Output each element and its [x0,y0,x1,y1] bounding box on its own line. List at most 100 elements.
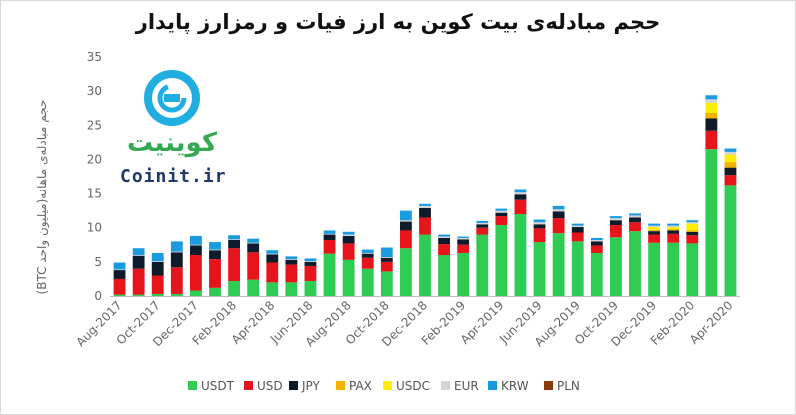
bar-segment-jpy [457,239,470,245]
bar-segment-eur [514,192,527,195]
legend-label: USD [257,379,283,393]
bar-segment-jpy [590,241,603,246]
legend-swatch [188,381,197,390]
bar-segment-jpy [189,245,202,256]
bar-segment-krw [438,234,451,237]
bar-segment-usdt [399,248,412,296]
legend-swatch [289,381,298,390]
bar-segment-eur [285,259,298,260]
bar-segment-krw [419,203,431,206]
y-tick-label: 5 [94,255,102,269]
bar-segment-usdt [552,233,565,296]
bar-segment-usd [629,222,641,232]
bar-segment-usd [266,262,279,283]
bar-stack [209,242,221,296]
bar-segment-jpy [113,270,126,279]
bar-segment-krw [552,205,565,210]
legend-item-krw: KRW [488,379,529,393]
bar-stack [170,241,183,296]
bar-segment-eur [571,225,584,228]
bar-segment-pax [667,229,680,231]
bar-segment-krw [170,241,183,252]
y-tick-label: 15 [87,187,102,201]
bar-segment-eur [476,222,489,225]
bar-segment-usdt [132,294,145,296]
legend-label: PAX [349,379,372,393]
bar-segment-usdt [495,224,508,296]
bar-stack [667,223,680,296]
bar-segment-krw [629,213,641,216]
bar-segment-eur [342,234,355,236]
legend: USDT USD JPY PAX USDC EUR KRW PLN [188,379,580,393]
coinit-logo-icon [144,70,200,126]
bar-segment-usd [189,255,202,291]
bar-segment-usd [686,235,699,244]
bar-segment-eur [266,253,279,255]
bar-segment-usd [495,216,508,225]
bar-stack [571,223,584,296]
bar-segment-usdt [228,280,241,296]
bar-segment-jpy [151,261,164,276]
bar-segment-pax [724,162,737,168]
bar-segment-krw [514,189,527,193]
bar-segment-eur [228,239,241,241]
bar-stack [686,220,699,296]
bar-segment-krw [285,256,298,260]
bar-segment-usd [705,130,718,150]
bar-segment-usd [667,233,680,243]
bar-segment-jpy [438,237,451,245]
bar-segment-usdt [361,268,374,296]
bar-segment-usdt [113,294,126,296]
bar-segment-jpy [323,234,336,241]
bar-segment-usd [361,257,374,269]
bar-segment-usd [132,268,145,295]
bar-segment-jpy [285,259,298,265]
bar-segment-usdt [533,242,546,296]
y-axis: 0 5 10 15 20 25 30 35 [87,50,102,303]
bar-segment-usd [419,217,431,235]
bar-segment-usd [648,234,661,243]
bar-segment-eur [648,225,661,228]
legend-swatch [488,381,497,390]
bar-stack [323,230,336,296]
bar-segment-usd [514,199,527,215]
bar-segment-jpy [228,240,241,249]
bar-segment-usdt [209,287,221,296]
bar-segment-usd [380,261,393,272]
bar-segment-krw [571,223,584,226]
bar-segment-eur [380,257,393,258]
bar-segment-eur [189,244,202,246]
bar-stack [113,262,126,296]
bar-segment-usd [476,227,489,235]
bar-segment-usdc [724,154,737,163]
y-tick-label: 30 [87,84,102,98]
bar-stack [476,220,489,296]
bar-stack [342,231,355,296]
bar-segment-jpy [648,231,661,235]
y-tick-label: 0 [94,289,102,303]
bar-segment-eur [629,215,641,218]
bar-segment-krw [457,236,470,238]
bar-segment-krw [304,258,317,262]
chart-title: حجم مبادله‌ی بیت کوین به ارز فیات و رمزا… [135,10,661,34]
bar-stack [705,95,718,296]
bar-segment-jpy [342,235,355,244]
bar-segment-krw [209,242,221,250]
bar-segment-usdt [667,242,680,296]
bar-segment-krw [113,262,126,270]
bar-segment-usd [552,218,565,234]
bar-segment-jpy [705,118,718,131]
bar-segment-usdt [323,253,336,296]
bar-stack [399,210,412,296]
bar-segment-jpy [419,207,431,218]
bar-segment-jpy [495,212,508,217]
bar-stack [533,219,546,296]
legend-label: KRW [501,379,529,393]
bar-stack [648,223,661,296]
bar-segment-krw [399,210,412,221]
bar-segment-eur [399,220,412,222]
legend-label: USDT [201,379,235,393]
bar-stack [151,252,164,296]
bar-segment-usdt [705,149,718,296]
bar-segment-eur [132,255,145,256]
